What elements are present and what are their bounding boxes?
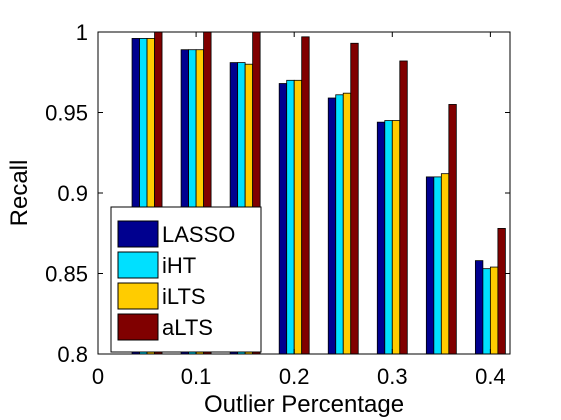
bar-alts-7 — [497, 228, 506, 355]
legend-label-lasso: LASSO — [162, 222, 235, 247]
bar-ilts-3 — [293, 79, 303, 355]
bar-ilts-6 — [440, 173, 450, 355]
legend: LASSO iHT iLTS aLTS — [110, 206, 262, 353]
bar-lasso-3 — [278, 83, 288, 355]
x-tick-label: 0.4 — [475, 364, 506, 389]
bar-lasso-4 — [327, 97, 337, 355]
bar-alts-3 — [301, 36, 310, 355]
bar-iht-5 — [384, 120, 393, 355]
bar-lasso-6 — [425, 176, 435, 355]
bar-alts-6 — [448, 104, 457, 355]
x-axis-label: Outlier Percentage — [204, 391, 404, 418]
legend-swatch-iht — [117, 251, 159, 279]
tick-labels: 0 0.1 0.2 0.3 0.4 0.8 0.85 0.9 0.95 1 — [45, 20, 506, 389]
y-tick-label: 1 — [76, 20, 88, 45]
x-tick-label: 0.3 — [377, 364, 408, 389]
bar-alts-4 — [350, 42, 359, 355]
y-tick-label: 0.8 — [57, 342, 88, 367]
y-axis-label: Recall — [6, 160, 33, 227]
bar-lasso-7 — [474, 260, 484, 355]
legend-label-iht: iHT — [162, 253, 196, 278]
legend-swatch-lasso — [117, 220, 159, 248]
bar-ilts-4 — [342, 92, 352, 355]
x-tick-label: 0.2 — [279, 364, 310, 389]
bar-ilts-7 — [489, 266, 499, 355]
y-tick-label: 0.95 — [45, 101, 88, 126]
y-tick-label: 0.85 — [45, 262, 88, 287]
x-tick-label: 0 — [92, 364, 104, 389]
legend-label-ilts: iLTS — [162, 284, 206, 309]
y-tick-label: 0.9 — [57, 181, 88, 206]
x-tick-label: 0.1 — [181, 364, 212, 389]
bar-iht-4 — [335, 94, 344, 355]
bar-lasso-5 — [376, 121, 386, 355]
axis-ticks — [97, 31, 510, 355]
legend-swatch-ilts — [117, 282, 159, 310]
bar-iht-3 — [286, 79, 295, 355]
bar-alts-5 — [399, 60, 408, 355]
legend-label-alts: aLTS — [162, 315, 213, 340]
bar-iht-7 — [482, 268, 491, 355]
legend-swatch-alts — [117, 313, 159, 341]
bar-ilts-5 — [391, 120, 401, 355]
bar-iht-6 — [433, 176, 442, 355]
